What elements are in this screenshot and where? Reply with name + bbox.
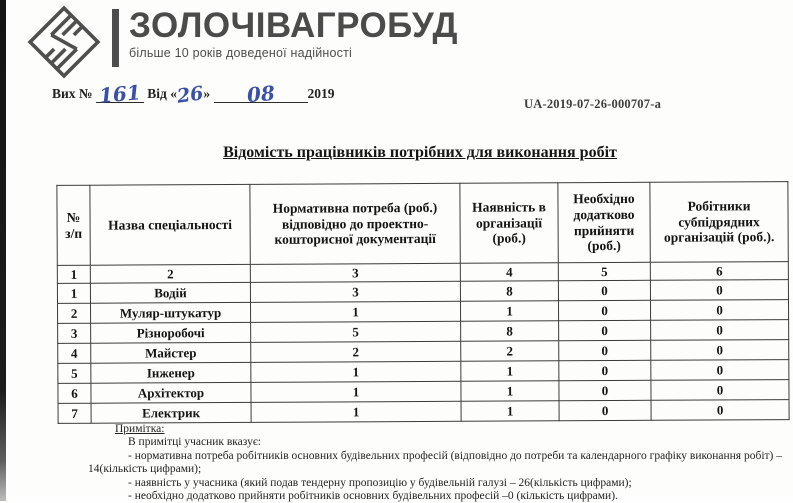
row-additional: 0 bbox=[558, 380, 652, 402]
document-title: Відомість працівників потрібних для вико… bbox=[223, 144, 617, 161]
row-subcontractor: 0 bbox=[650, 299, 789, 321]
row-subcontractor: 0 bbox=[650, 319, 789, 341]
logo-diamond-icon bbox=[27, 5, 101, 79]
handwritten-day: 26 bbox=[175, 82, 205, 108]
col-number: 1 bbox=[57, 265, 91, 284]
note-intro: В примітці учасник вказує: bbox=[128, 436, 261, 449]
header-additional-hire: Необхідно додатково прийняти (роб.) bbox=[557, 182, 651, 263]
row-required: 1 bbox=[251, 401, 462, 423]
scan-edge-artifact bbox=[0, 0, 6, 501]
row-num: 2 bbox=[57, 303, 91, 324]
company-name: ЗОЛОЧІВАГРОБУД bbox=[129, 6, 458, 45]
row-available: 1 bbox=[460, 361, 559, 382]
row-additional: 0 bbox=[558, 340, 651, 362]
row-specialty: Майстер bbox=[90, 342, 251, 364]
row-specialty: Водій bbox=[90, 282, 251, 304]
year-label: 2019 bbox=[307, 86, 335, 101]
row-specialty: Інженер bbox=[90, 362, 251, 384]
date-from-label: Від « bbox=[147, 86, 177, 101]
row-subcontractor: 0 bbox=[651, 399, 790, 421]
row-additional: 0 bbox=[558, 360, 651, 382]
out-number-label: Вих № bbox=[52, 86, 93, 101]
out-number-blank: 161 bbox=[95, 80, 144, 108]
row-specialty: Різноробочі bbox=[90, 322, 251, 344]
row-required: 5 bbox=[250, 321, 461, 343]
col-number: 5 bbox=[558, 262, 651, 282]
row-num: 4 bbox=[57, 343, 91, 364]
row-specialty: Муляр-штукатур bbox=[90, 302, 251, 324]
row-num: 6 bbox=[57, 383, 92, 404]
row-available: 1 bbox=[461, 401, 560, 422]
logo-divider bbox=[112, 9, 119, 67]
row-additional: 0 bbox=[559, 400, 652, 422]
handwritten-out-number: 161 bbox=[98, 80, 142, 108]
col-number: 3 bbox=[250, 263, 461, 283]
table-header-row: № з/п Назва спеціальності Нормативна пот… bbox=[56, 181, 789, 266]
row-subcontractor: 0 bbox=[650, 379, 790, 401]
outgoing-number-line: Вих № 161 Від «26» 08 2019 bbox=[52, 80, 335, 108]
company-tagline: більше 10 років доведеної надійності bbox=[129, 46, 353, 60]
row-additional: 0 bbox=[558, 280, 651, 302]
close-quote: » bbox=[203, 86, 211, 101]
row-required: 1 bbox=[250, 301, 461, 323]
header-num: № з/п bbox=[56, 185, 91, 266]
col-number: 2 bbox=[90, 264, 251, 284]
row-specialty: Електрик bbox=[91, 402, 252, 424]
tender-reference: UA-2019-07-26-000707-a bbox=[524, 97, 662, 111]
workers-table-wrap: № з/п Назва спеціальності Нормативна пот… bbox=[56, 181, 790, 424]
row-subcontractor: 0 bbox=[650, 339, 789, 361]
row-available: 8 bbox=[460, 321, 559, 342]
handwritten-month: 08 bbox=[245, 80, 276, 108]
note-heading-text: Примітка: bbox=[115, 423, 165, 435]
row-available: 1 bbox=[460, 301, 559, 322]
header-specialty: Назва спеціальності bbox=[89, 184, 251, 266]
row-subcontractor: 0 bbox=[650, 279, 789, 301]
row-required: 1 bbox=[250, 361, 461, 383]
row-required: 3 bbox=[250, 281, 461, 303]
note-item: - необхідно додатково прийняти робітникі… bbox=[128, 490, 618, 503]
row-required: 1 bbox=[250, 381, 462, 403]
row-available: 2 bbox=[460, 341, 559, 362]
row-available: 8 bbox=[460, 281, 559, 302]
row-available: 1 bbox=[460, 381, 560, 402]
row-subcontractor: 0 bbox=[650, 359, 789, 381]
row-specialty: Архітектор bbox=[90, 382, 252, 404]
table-row: 7 Електрик 1 1 0 0 bbox=[58, 399, 790, 424]
row-num: 3 bbox=[57, 323, 91, 344]
note-item: - нормативна потреба робітників основних… bbox=[88, 449, 782, 476]
header-availability: Наявність в організації (роб.) bbox=[459, 182, 559, 264]
row-additional: 0 bbox=[558, 300, 651, 322]
row-additional: 0 bbox=[558, 320, 651, 342]
company-logo: ЗОЛОЧІВАГРОБУД більше 10 років доведеної… bbox=[24, 2, 458, 82]
note-item: - наявність у учасника (який подав тенде… bbox=[128, 476, 632, 489]
row-required: 2 bbox=[250, 341, 461, 363]
header-normative-need: Нормативна потреба (роб.) відповідно до … bbox=[249, 183, 461, 265]
month-blank: 08 bbox=[213, 80, 308, 108]
row-num: 5 bbox=[57, 363, 91, 384]
row-num: 7 bbox=[58, 403, 92, 424]
header-subcontractors: Робітники субпідрядних організацій (роб.… bbox=[649, 181, 789, 263]
notes-block: Примітка: В примітці учасник вказує: - н… bbox=[88, 423, 786, 503]
col-number: 4 bbox=[460, 262, 559, 282]
workers-table: № з/п Назва спеціальності Нормативна пот… bbox=[56, 181, 790, 424]
note-heading: Примітка: bbox=[88, 423, 786, 436]
row-num: 1 bbox=[57, 283, 91, 304]
col-number: 6 bbox=[650, 261, 789, 281]
